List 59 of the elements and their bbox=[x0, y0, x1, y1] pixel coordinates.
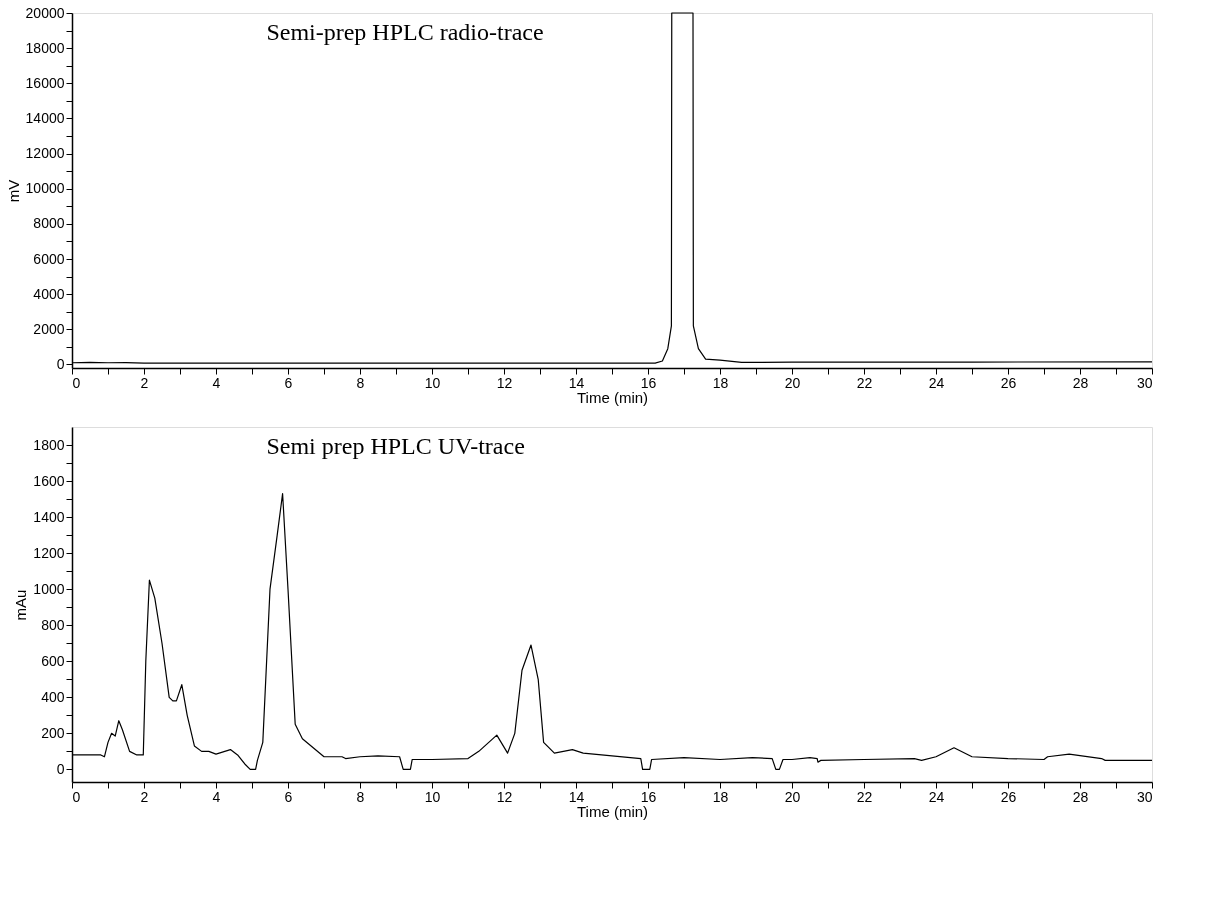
x-tick-label: 10 bbox=[424, 788, 441, 805]
x-tick-label: 6 bbox=[284, 374, 293, 391]
y-tick-label: 6000 bbox=[33, 250, 65, 267]
y-tick-label: 0 bbox=[56, 355, 65, 372]
y-tick-label: 14000 bbox=[25, 109, 65, 126]
x-tick-label: 22 bbox=[856, 788, 873, 805]
x-tick-label: 30 bbox=[1136, 788, 1153, 805]
x-tick-label: 28 bbox=[1072, 374, 1089, 391]
x-tick-label: 24 bbox=[928, 788, 945, 805]
x-tick-label: 2 bbox=[140, 374, 149, 391]
x-tick-label: 4 bbox=[212, 788, 221, 805]
x-tick-label: 0 bbox=[72, 788, 81, 805]
y-tick-label: 1800 bbox=[33, 436, 65, 453]
y-tick-label: 1400 bbox=[33, 508, 65, 525]
y-tick-label: 18000 bbox=[25, 39, 65, 56]
x-tick-label: 18 bbox=[712, 374, 729, 391]
y-axis-title: mV bbox=[4, 179, 22, 203]
y-tick-label: 16000 bbox=[25, 74, 65, 91]
y-tick-label: 1600 bbox=[33, 472, 65, 489]
x-tick-label: 8 bbox=[356, 788, 365, 805]
x-tick-label: 14 bbox=[568, 788, 585, 805]
y-tick-label: 0 bbox=[56, 760, 65, 777]
y-tick-label: 800 bbox=[41, 616, 65, 633]
x-tick-label: 28 bbox=[1072, 788, 1089, 805]
x-tick-label: 12 bbox=[496, 374, 513, 391]
x-tick-label: 14 bbox=[568, 374, 585, 391]
y-tick-label: 2000 bbox=[33, 320, 65, 337]
x-tick-label: 20 bbox=[784, 374, 801, 391]
x-axis-title: Time (min) bbox=[576, 802, 649, 820]
y-tick-label: 4000 bbox=[33, 285, 65, 302]
x-tick-label: 10 bbox=[424, 374, 441, 391]
chart-title: Semi-prep HPLC radio-trace bbox=[266, 19, 544, 45]
x-tick-label: 26 bbox=[1000, 788, 1017, 805]
y-tick-label: 10000 bbox=[25, 180, 65, 197]
x-tick-label: 24 bbox=[928, 374, 945, 391]
x-tick-label: 30 bbox=[1136, 374, 1153, 391]
y-tick-label: 20000 bbox=[25, 4, 65, 21]
x-axis-title: Time (min) bbox=[576, 388, 649, 406]
x-tick-label: 4 bbox=[212, 374, 221, 391]
y-tick-label: 12000 bbox=[25, 145, 65, 162]
x-tick-label: 8 bbox=[356, 374, 365, 391]
y-tick-label: 1000 bbox=[33, 580, 65, 597]
x-tick-label: 12 bbox=[496, 788, 513, 805]
x-tick-label: 16 bbox=[640, 374, 657, 391]
x-tick-label: 20 bbox=[784, 788, 801, 805]
x-tick-label: 6 bbox=[284, 788, 293, 805]
x-tick-label: 16 bbox=[640, 788, 657, 805]
x-tick-label: 22 bbox=[856, 374, 873, 391]
y-tick-label: 600 bbox=[41, 652, 65, 669]
y-tick-label: 400 bbox=[41, 688, 65, 705]
y-tick-label: 8000 bbox=[33, 215, 65, 232]
y-tick-label: 1200 bbox=[33, 544, 65, 561]
chart-title: Semi prep HPLC UV-trace bbox=[266, 433, 525, 459]
x-tick-label: 26 bbox=[1000, 374, 1017, 391]
x-tick-label: 2 bbox=[140, 788, 149, 805]
x-tick-label: 0 bbox=[72, 374, 81, 391]
y-tick-label: 200 bbox=[41, 724, 65, 741]
y-axis-title: mAu bbox=[12, 589, 30, 621]
x-tick-label: 18 bbox=[712, 788, 729, 805]
